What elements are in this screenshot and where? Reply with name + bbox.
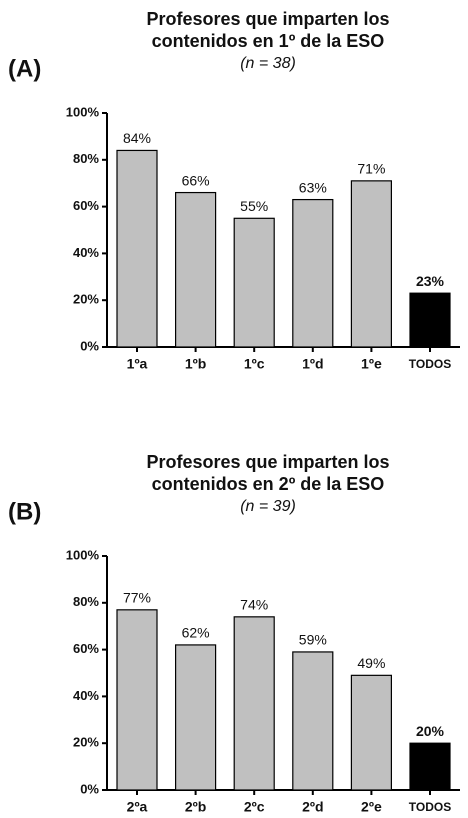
y-tick-label: 0%: [80, 338, 99, 353]
x-tick-label: 1ºc: [244, 356, 265, 372]
x-tick-label: TODOS: [409, 357, 451, 371]
x-tick-label: 1ºd: [302, 356, 323, 372]
value-label: 23%: [416, 273, 445, 289]
y-tick-label: 40%: [73, 245, 99, 260]
panel-label: (A): [8, 55, 41, 82]
y-tick-label: 100%: [66, 104, 100, 119]
chart-title: contenidos en 1º de la ESO: [152, 31, 385, 51]
value-label: 20%: [416, 723, 445, 739]
x-tick-label: 2ºb: [185, 799, 206, 815]
bar: [409, 742, 451, 791]
panel-label: (B): [8, 498, 41, 525]
value-label: 63%: [299, 179, 327, 195]
chart-subtitle: (n = 39): [240, 498, 296, 515]
value-label: 49%: [357, 655, 385, 671]
chart-subtitle: (n = 38): [240, 55, 296, 72]
bar: [409, 292, 451, 348]
x-tick-label: 2ºa: [127, 799, 148, 815]
bar: [233, 616, 275, 791]
y-tick-label: 60%: [73, 198, 99, 213]
bar: [350, 674, 392, 791]
value-label: 62%: [182, 625, 210, 641]
bar: [116, 609, 158, 791]
x-tick-label: TODOS: [409, 800, 451, 814]
bar: [292, 651, 334, 791]
bar: [116, 149, 158, 348]
value-label: 59%: [299, 632, 327, 648]
chart-title: Profesores que imparten los: [146, 9, 389, 29]
value-label: 71%: [357, 161, 385, 177]
chart-title: Profesores que imparten los: [146, 452, 389, 472]
x-tick-label: 1ºb: [185, 356, 206, 372]
y-tick-label: 80%: [73, 151, 99, 166]
y-tick-label: 20%: [73, 292, 99, 307]
value-label: 84%: [123, 130, 151, 146]
value-label: 74%: [240, 597, 268, 613]
x-tick-label: 1ºa: [127, 356, 148, 372]
bar: [175, 191, 217, 348]
x-tick-label: 1ºe: [361, 356, 382, 372]
bar: [292, 198, 334, 348]
y-tick-label: 100%: [66, 547, 100, 562]
bar: [350, 180, 392, 348]
y-tick-label: 40%: [73, 688, 99, 703]
y-tick-label: 80%: [73, 594, 99, 609]
y-tick-label: 60%: [73, 641, 99, 656]
x-tick-label: 2ºe: [361, 799, 382, 815]
bar: [175, 644, 217, 791]
y-tick-label: 20%: [73, 735, 99, 750]
value-label: 66%: [182, 172, 210, 188]
x-tick-label: 2ºd: [302, 799, 323, 815]
x-tick-label: 2ºc: [244, 799, 265, 815]
value-label: 77%: [123, 590, 151, 606]
bar: [233, 217, 275, 348]
y-tick-label: 0%: [80, 781, 99, 796]
value-label: 55%: [240, 198, 268, 214]
chart-title: contenidos en 2º de la ESO: [152, 474, 385, 494]
